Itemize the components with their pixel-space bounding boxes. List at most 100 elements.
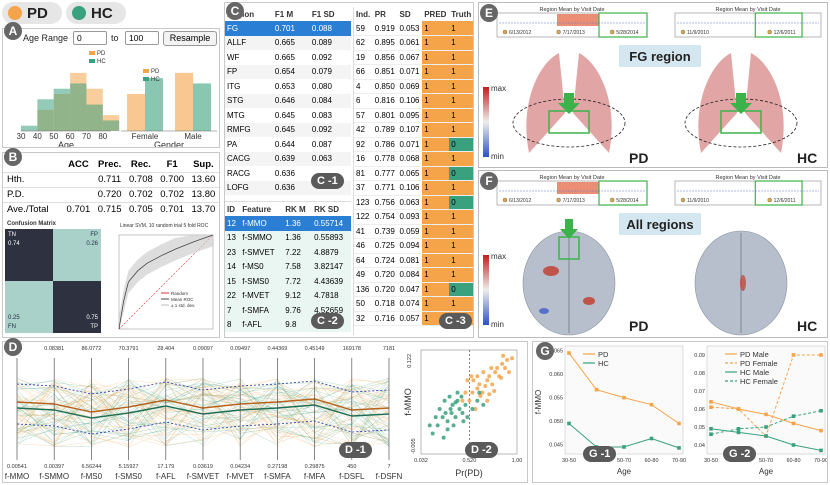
cm-fn-value: 0.25: [8, 315, 20, 321]
hc-point: [465, 415, 470, 420]
pred-row[interactable]: 62 0.895 0.061 1 1: [354, 35, 473, 50]
pd-point: [465, 378, 470, 383]
pred-row[interactable]: 122 0.754 0.093 1 1: [354, 209, 473, 224]
pred-row[interactable]: 59 0.919 0.053 1 1: [354, 21, 473, 36]
region-row[interactable]: RMFG 0.645 0.092: [225, 122, 351, 137]
pred-row[interactable]: 57 0.801 0.095 1 1: [354, 108, 473, 123]
feature-cell: 8: [227, 320, 232, 330]
cm-tn-value: 0.74: [8, 241, 20, 247]
pred-row[interactable]: 64 0.724 0.081 1 1: [354, 253, 473, 268]
pc-bottom-value: 0.00397: [44, 464, 64, 470]
pred-cell: 0.063: [399, 197, 420, 207]
region-row[interactable]: CACG 0.639 0.063: [225, 151, 351, 166]
scatter-x-label: Pr(PD): [455, 468, 483, 478]
pc-top-value: 0.09097: [193, 346, 213, 352]
region-cell: 0.092: [311, 52, 332, 62]
pred-row[interactable]: 50 0.718 0.074 1 1: [354, 296, 473, 311]
feature-row[interactable]: 12 f-MMO 1.36 0.55714: [225, 216, 351, 231]
feature-header: RK SD: [314, 204, 340, 214]
pred-row[interactable]: 37 0.771 0.106 1 1: [354, 180, 473, 195]
region-row[interactable]: FG 0.701 0.088: [225, 21, 351, 36]
metrics-cell: 0.720: [97, 189, 122, 200]
feature-cell: 14: [227, 262, 236, 272]
age-bin-tick: 60-80: [644, 458, 658, 464]
pred-cell: 49: [356, 270, 365, 280]
pred-row[interactable]: 66 0.851 0.071 1 1: [354, 64, 473, 79]
activation-spot: [539, 308, 549, 314]
pred-row[interactable]: 19 0.856 0.067 1 1: [354, 50, 473, 65]
pred-cell: 0.081: [399, 255, 420, 265]
y-tick: 0.060: [549, 372, 563, 378]
legend-label: PD Female: [740, 359, 778, 368]
pd-point: [470, 390, 475, 395]
feature-cell: f-AFL: [242, 320, 262, 330]
pd-point: [463, 390, 468, 395]
feature-cell: 9.12: [285, 291, 301, 301]
region-row[interactable]: WF 0.665 0.092: [225, 50, 351, 65]
region-row[interactable]: STG 0.646 0.084: [225, 93, 351, 108]
pd-point: [503, 366, 508, 371]
age-tick: 50: [49, 132, 58, 141]
resample-button[interactable]: Resample: [163, 31, 217, 46]
pd-point: [493, 370, 498, 375]
badge-d: D: [4, 338, 22, 356]
pred-cell: 66: [356, 67, 365, 77]
feature-cell: 0.55714: [314, 218, 344, 228]
region-cell: 0.063: [311, 154, 332, 164]
region-row[interactable]: ALLF 0.665 0.089: [225, 35, 351, 50]
pred-row[interactable]: 123 0.756 0.063 1 0: [354, 195, 473, 210]
region-row[interactable]: FP 0.654 0.079: [225, 64, 351, 79]
region-cell: 0.639: [274, 154, 295, 164]
pred-row[interactable]: 42 0.789 0.107 1 1: [354, 122, 473, 137]
feature-row[interactable]: 22 f-MVET 9.12 4.7818: [225, 288, 351, 303]
pred-cell: 123: [356, 197, 370, 207]
hc-point: [445, 419, 450, 424]
timeline-highlight: [557, 14, 599, 26]
pred-row[interactable]: 136 0.720 0.047 1 0: [354, 282, 473, 297]
pd-point: [471, 378, 476, 383]
pred-cell: 1: [422, 93, 450, 108]
feature-row[interactable]: 14 f-MS0 7.58 3.82147: [225, 259, 351, 274]
badge-b: B: [4, 148, 22, 166]
pred-row[interactable]: 81 0.777 0.065 1 0: [354, 166, 473, 181]
pc-axis-label: f-DSFN: [376, 472, 403, 481]
y-tick: 0.065: [549, 349, 563, 355]
cm-fp-label: FP: [90, 232, 98, 238]
pc-bottom-value: 17.179: [157, 464, 174, 470]
pred-row[interactable]: 4 0.850 0.069 1 1: [354, 79, 473, 94]
region-header: F1 SD: [311, 9, 335, 19]
pred-cell: 0.778: [374, 154, 395, 164]
age-from-input[interactable]: 0: [73, 31, 107, 45]
pc-axis-label: f-SMMO: [39, 472, 69, 481]
region-cell: CACG: [227, 154, 251, 164]
hc-point: [453, 415, 458, 420]
pc-bottom-value: 450: [347, 464, 356, 470]
pred-row[interactable]: 49 0.720 0.084 1 1: [354, 267, 473, 282]
timeline-highlight: [557, 182, 599, 194]
region-row[interactable]: ITG 0.653 0.080: [225, 79, 351, 94]
feature-row[interactable]: 15 f-SMS0 7.72 4.43639: [225, 274, 351, 289]
legend-label: PD: [97, 51, 106, 57]
region-row[interactable]: MTG 0.645 0.083: [225, 108, 351, 123]
region-row[interactable]: RACG 0.636: [225, 166, 351, 181]
feature-cell: 1.36: [285, 218, 301, 228]
pc-axis-label: f-MS0: [81, 472, 103, 481]
age-bin-tick: 30-50: [562, 458, 576, 464]
feature-cell: 7.72: [285, 276, 301, 286]
pred-row[interactable]: 41 0.739 0.059 1 1: [354, 224, 473, 239]
feature-row[interactable]: 13 f-SMMO 1.36 0.55893: [225, 230, 351, 245]
pred-row[interactable]: 16 0.778 0.068 1 1: [354, 151, 473, 166]
pred-cell: 59: [356, 23, 365, 33]
pred-row[interactable]: 92 0.786 0.071 1 0: [354, 137, 473, 152]
pred-row[interactable]: 46 0.725 0.094 1 1: [354, 238, 473, 253]
age-to-input[interactable]: 100: [125, 31, 159, 45]
pred-row[interactable]: 6 0.816 0.106 1 1: [354, 93, 473, 108]
pd-point: [477, 382, 482, 387]
hc-point: [470, 406, 475, 411]
panel-d: 0.050.00541f-MMO0.083810.00397f-SMMO86.0…: [2, 341, 528, 483]
feature-row[interactable]: 23 f-SMVET 7.22 4.8879: [225, 245, 351, 260]
pred-cell: 1: [422, 282, 450, 297]
timeline-frame: [674, 180, 822, 206]
region-row[interactable]: PA 0.644 0.087: [225, 137, 351, 152]
